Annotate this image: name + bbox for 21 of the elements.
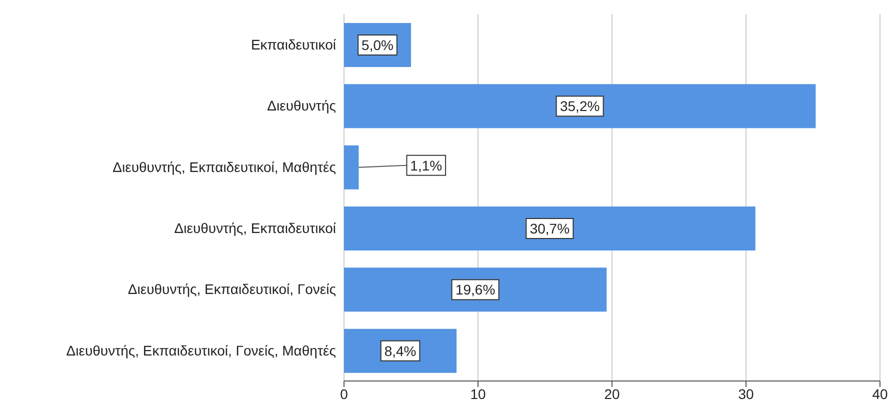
data-label: 19,6% [455, 282, 496, 298]
x-tick-label: 0 [340, 386, 348, 402]
y-tick-label: Διευθυντής, Εκπαιδευτικοί [174, 220, 336, 236]
y-tick-label: Διευθυντής [267, 98, 336, 114]
x-tick-label: 30 [738, 386, 754, 402]
y-tick-label: Διευθυντής, Εκπαιδευτικοί, Γονείς [128, 281, 336, 298]
bar [344, 268, 607, 312]
y-tick-label: Διευθυντής, Εκπαιδευτικοί, Γονείς, Μαθητές [66, 342, 336, 358]
y-tick-label: Διευθυντής, Εκπαιδευτικοί, Μαθητές [112, 158, 336, 175]
y-tick-label: Εκπαιδευτικοί [250, 36, 336, 53]
data-label: 8,4% [384, 342, 416, 359]
data-label: 30,7% [530, 220, 570, 236]
x-tick-label: 20 [604, 386, 620, 402]
x-tick-label: 10 [470, 386, 486, 402]
bar [344, 145, 359, 190]
data-label: 35,2% [560, 98, 600, 114]
data-label: 5,0% [362, 37, 394, 53]
bar [344, 206, 756, 250]
data-label: 1,1% [410, 157, 442, 174]
bar [344, 84, 816, 128]
x-tick-label: 40 [872, 386, 888, 402]
